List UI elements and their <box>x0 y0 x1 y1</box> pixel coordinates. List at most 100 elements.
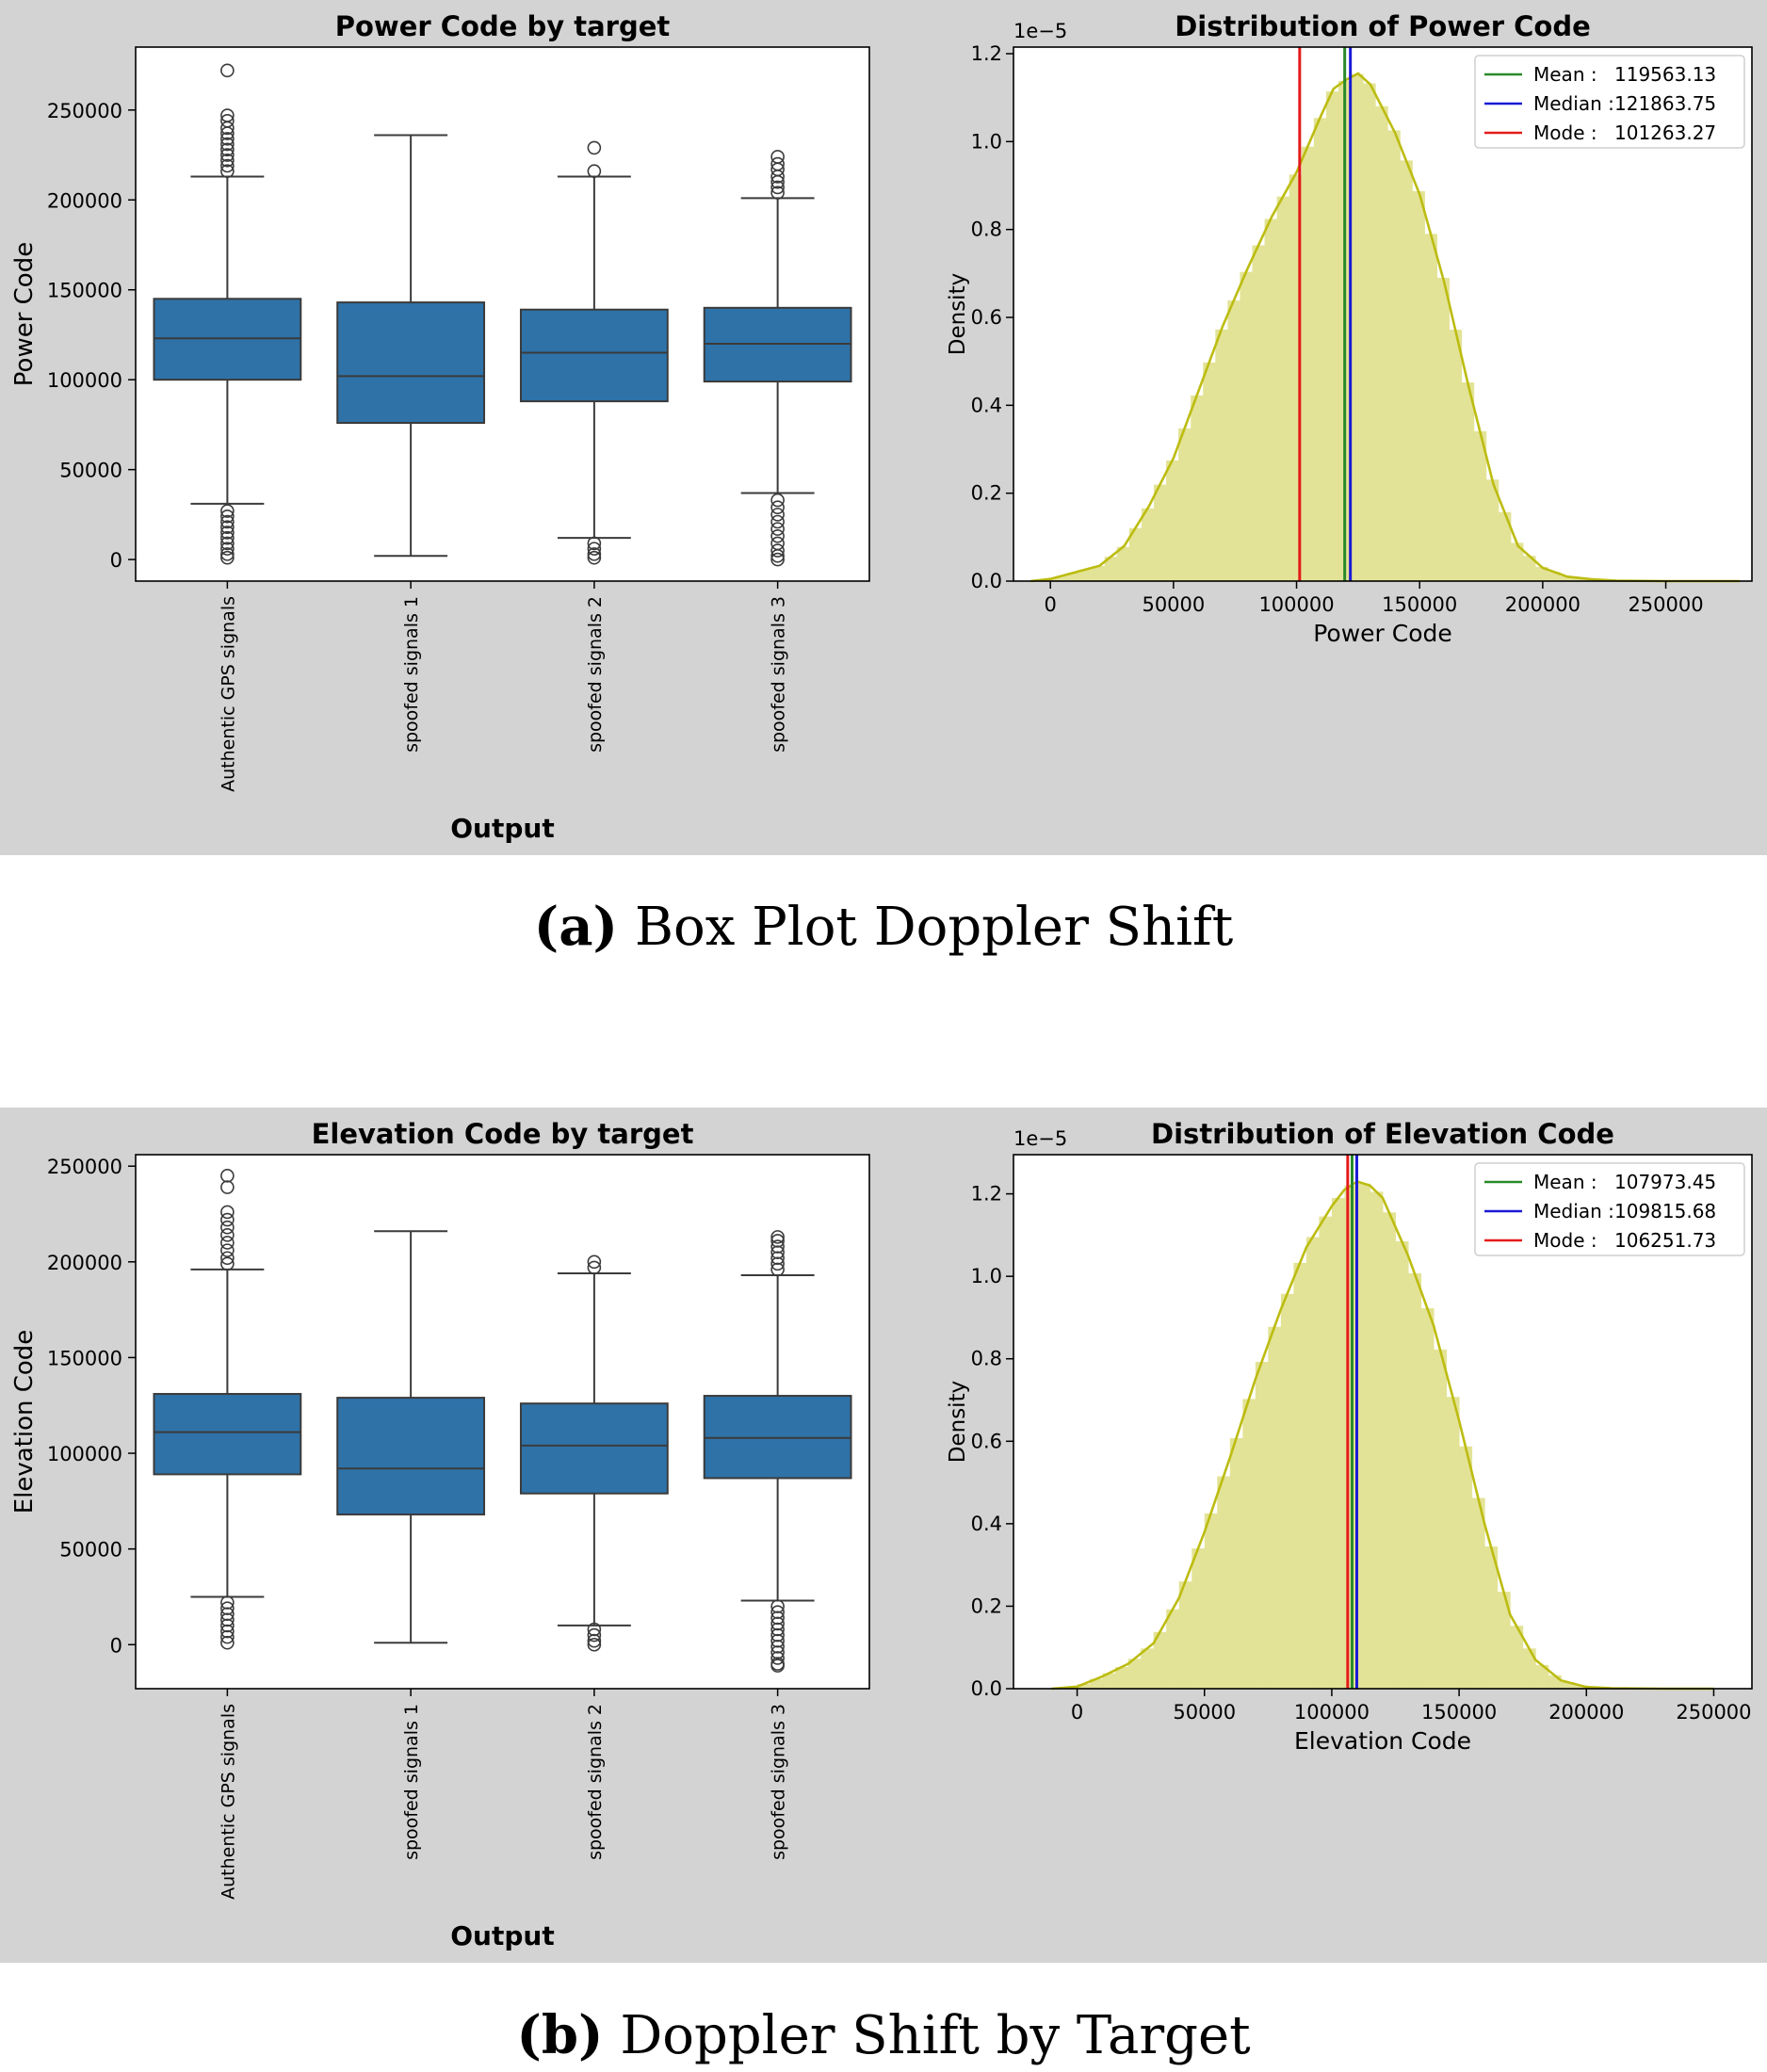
x-tick-label: Authentic GPS signals <box>218 1704 238 1900</box>
histogram-bar <box>1548 1675 1562 1689</box>
legend-value-mean: 119563.13 <box>1614 63 1716 86</box>
outlier-point <box>587 536 602 551</box>
outlier-point <box>770 552 785 567</box>
histogram-bar <box>1471 1497 1485 1689</box>
histogram-bar <box>1535 566 1548 581</box>
outlier-point <box>220 1635 235 1650</box>
outlier-point <box>220 1624 235 1639</box>
histogram-bar <box>1217 1476 1231 1689</box>
outlier-point <box>220 63 235 78</box>
outlier-point <box>770 522 785 536</box>
dist-chart-title: Distribution of Elevation Code <box>1151 1118 1614 1150</box>
outlier-point <box>220 1595 235 1610</box>
outlier-point <box>220 1220 235 1235</box>
outlier-point <box>220 1169 235 1183</box>
outlier-point <box>587 1637 602 1652</box>
x-tick-label: spoofed signals 3 <box>769 596 789 753</box>
panel-a: Power Code by target 0 50000 100000 150000 20… <box>0 0 1767 958</box>
histogram-bar <box>1498 511 1512 581</box>
outlier-point <box>587 542 602 556</box>
x-tick-label: Authentic GPS signals <box>218 596 238 792</box>
outlier-point <box>587 550 602 565</box>
box-series-2 <box>336 134 486 558</box>
histogram-bar <box>1116 546 1130 581</box>
outlier-point <box>770 1599 785 1613</box>
dist-plot-frame <box>1013 1154 1753 1690</box>
outlier-point <box>220 526 235 540</box>
outlier-point <box>770 1230 785 1244</box>
box-iqr <box>336 1397 486 1516</box>
outlier-point <box>220 530 235 545</box>
histogram-bar <box>1313 118 1327 581</box>
outlier-point <box>587 1255 602 1270</box>
outlier-point <box>770 1245 785 1259</box>
outlier-point <box>220 142 235 157</box>
box-chart-title: Elevation Code by target <box>312 1118 694 1150</box>
outlier-point <box>220 1236 235 1250</box>
histogram-bar <box>1535 1664 1549 1689</box>
box-chart-title: Power Code by target <box>335 10 671 42</box>
outlier-point <box>220 504 235 518</box>
y-tick-label: 250000 <box>47 1156 122 1178</box>
x-tick-label: spoofed signals 1 <box>401 1704 422 1860</box>
outlier-point <box>770 1605 785 1620</box>
histogram-bar <box>1102 1673 1116 1689</box>
histogram-bar <box>1077 1684 1091 1689</box>
outlier-point <box>220 536 235 551</box>
histogram-bar <box>1473 430 1487 581</box>
box-iqr <box>519 1402 669 1495</box>
histogram-bar <box>1192 1548 1206 1689</box>
histogram-bar <box>1485 479 1500 581</box>
x-tick-label: 150000 <box>1421 1701 1497 1724</box>
outlier-point <box>587 164 602 179</box>
histogram-bar <box>1400 160 1413 581</box>
legend-label-median: Median : <box>1533 92 1614 115</box>
outlier-point <box>770 1616 785 1631</box>
x-tick-label: 200000 <box>1505 593 1581 616</box>
histogram <box>1051 1183 1638 1689</box>
histogram-bar <box>1351 73 1364 581</box>
y-tick-label: 0.4 <box>971 1513 1002 1535</box>
histogram-bar <box>1510 1626 1524 1689</box>
y-axis-label: Elevation Code <box>10 1330 39 1514</box>
histogram-bar <box>1127 1659 1142 1689</box>
histogram-bar <box>1252 245 1266 581</box>
outlier-point <box>220 1205 235 1220</box>
x-tick-label: spoofed signals 3 <box>769 1704 789 1860</box>
legend-value-mode: 106251.73 <box>1614 1229 1716 1252</box>
outlier-point <box>770 514 785 529</box>
histogram-bar <box>1363 83 1376 581</box>
panel-b: Elevation Code by target 0 50000 100000 1500… <box>0 1108 1767 2066</box>
histogram-bar <box>1434 1349 1448 1689</box>
histogram-bar <box>1375 105 1388 582</box>
outlier-point <box>220 148 235 162</box>
box-series-4 <box>703 1230 852 1673</box>
histogram-bar <box>1510 542 1524 581</box>
x-tick-label: 200000 <box>1548 1701 1624 1724</box>
y-tick-label: 0.0 <box>971 1677 1002 1700</box>
histogram-bar <box>1331 1197 1345 1689</box>
outlier-point <box>770 548 785 563</box>
histogram-bar <box>1229 1438 1243 1689</box>
outlier-point <box>220 113 235 128</box>
histogram-bar <box>1104 557 1118 581</box>
y-axis-label: Density <box>946 1381 970 1463</box>
box-iqr <box>153 1393 302 1476</box>
dist-plot-frame <box>1013 46 1753 582</box>
x-axis-label: Elevation Code <box>1294 1727 1471 1755</box>
histogram-bar <box>1092 566 1106 581</box>
x-tick-label: spoofed signals 1 <box>401 596 422 753</box>
histogram-bar <box>1203 362 1216 581</box>
histogram-bar <box>1166 1609 1180 1689</box>
y-tick-label: 0 <box>110 549 122 572</box>
histogram-bar <box>1204 1513 1218 1689</box>
histogram-bar <box>1227 300 1240 581</box>
x-tick-label: 100000 <box>1258 593 1334 616</box>
histogram-bar <box>1276 196 1290 581</box>
histogram-bar <box>1412 191 1425 582</box>
y-tick-label: 0.8 <box>971 219 1002 241</box>
outlier-point <box>220 132 235 146</box>
outlier-point <box>220 550 235 565</box>
outlier-point <box>220 1629 235 1644</box>
